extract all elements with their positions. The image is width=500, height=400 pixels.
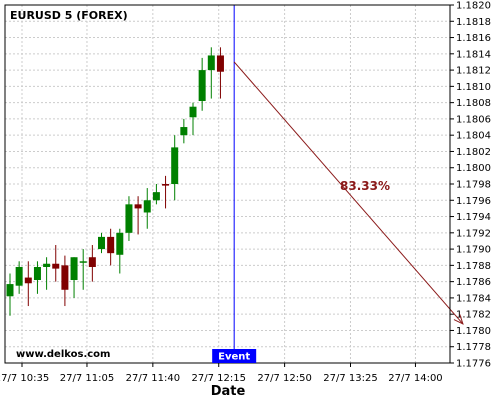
y-tick-label: 1.1800 — [456, 163, 491, 174]
y-tick-label: 1.1786 — [456, 277, 491, 288]
candle-body — [180, 127, 188, 136]
candle-body — [98, 236, 105, 250]
candle-body — [216, 55, 224, 72]
x-tick-label: 27/7 11:05 — [60, 373, 114, 384]
y-tick-label: 1.1776 — [456, 359, 491, 370]
y-tick-label: 1.1798 — [456, 180, 491, 191]
projection-percent: 83.33% — [340, 179, 390, 193]
candles — [6, 47, 224, 316]
y-tick-label: 1.1814 — [456, 49, 491, 60]
x-axis-ticks: 27/7 10:35 27/7 11:05 27/7 11:40 27/7 12:15… — [0, 363, 443, 384]
x-axis-label: Date — [211, 384, 246, 399]
projection-arrow — [233, 61, 464, 325]
candle-body — [70, 257, 78, 281]
y-tick-label: 1.1788 — [456, 261, 491, 272]
candle-body — [79, 261, 87, 263]
y-tick-label: 1.1782 — [456, 310, 491, 321]
y-tick-label: 1.1816 — [456, 33, 491, 44]
candle-body — [52, 263, 60, 269]
candle-body — [134, 204, 142, 209]
candle-body — [33, 266, 41, 281]
chart-title: EURUSD 5 (FOREX) — [10, 9, 128, 22]
candle-body — [143, 200, 151, 213]
y-tick-label: 1.1792 — [456, 228, 491, 239]
y-axis-ticks: 1.1820 1.1818 1.1816 1.1814 1.1812 1.1810 1.18… — [450, 1, 491, 370]
y-tick-label: 1.1804 — [456, 131, 491, 142]
candle-body — [171, 147, 179, 184]
event-label: Event — [218, 352, 250, 363]
y-tick-label: 1.1808 — [456, 98, 491, 109]
y-tick-label: 1.1790 — [456, 245, 491, 256]
candle-body — [61, 265, 69, 290]
candle-body — [198, 70, 206, 102]
candle-body — [125, 204, 133, 233]
event-badge-box — [212, 349, 257, 363]
event-badge: Event — [212, 349, 257, 363]
y-tick-label: 1.1810 — [456, 82, 491, 93]
candle-body — [15, 266, 23, 286]
candle-body — [6, 284, 14, 297]
watermark: www.delkos.com — [16, 349, 110, 360]
y-tick-label: 1.1812 — [456, 66, 491, 77]
candle-body — [107, 236, 115, 254]
y-tick-label: 1.1802 — [456, 147, 491, 158]
candle-body — [24, 277, 32, 284]
candle-body — [162, 184, 170, 186]
candle-body — [43, 263, 51, 267]
y-tick-label: 1.1806 — [456, 114, 491, 125]
candle-body — [152, 192, 160, 201]
y-tick-label: 1.1794 — [456, 212, 491, 223]
x-tick-label: 27/7 12:15 — [191, 373, 245, 384]
projection-arrowhead — [453, 314, 464, 325]
candle-body — [116, 232, 124, 255]
x-tick-label: 27/7 14:00 — [388, 373, 442, 384]
candle-body — [189, 106, 197, 118]
x-tick-label: 27/7 12:50 — [257, 373, 311, 384]
x-tick-label: 27/7 10:35 — [0, 373, 49, 384]
x-tick-label: 27/7 11:40 — [126, 373, 180, 384]
y-tick-label: 1.1796 — [456, 196, 491, 207]
y-tick-label: 1.1778 — [456, 342, 491, 353]
y-tick-label: 1.1820 — [456, 1, 491, 12]
y-tick-label: 1.1780 — [456, 326, 491, 337]
y-tick-label: 1.1818 — [456, 17, 491, 28]
candle-body — [207, 55, 215, 71]
candle-body — [88, 257, 96, 267]
projection-line — [233, 61, 464, 325]
y-tick-label: 1.1784 — [456, 293, 491, 304]
x-tick-label: 27/7 13:25 — [323, 373, 377, 384]
